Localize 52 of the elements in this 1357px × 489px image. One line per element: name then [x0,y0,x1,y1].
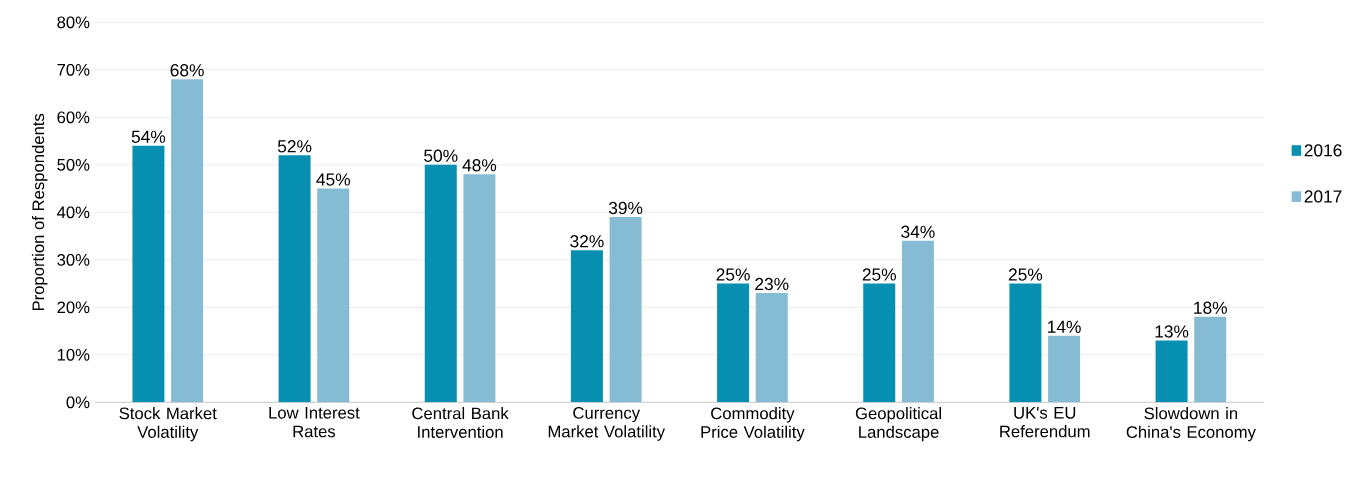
data-label: 18% [1194,301,1227,314]
data-label: 32% [570,235,604,248]
x-tick-label: Geopolitical Landscape [855,407,941,442]
data-label: 68% [170,64,204,77]
data-label: 45% [316,173,350,186]
y-tick-label: 0% [66,396,90,409]
bar [317,188,350,403]
x-tick-label: Slowdown in China's Economy [1126,407,1256,442]
y-tick-label: 30% [57,253,90,266]
bar [717,283,750,403]
bar [463,174,496,403]
bar [1048,335,1081,403]
bar [755,293,788,403]
data-label: 25% [862,268,896,281]
bar [1155,340,1188,403]
y-tick-label: 50% [57,158,90,171]
data-label: 48% [462,159,497,172]
x-tick-label: Central Bank Intervention [412,407,509,438]
bar [863,283,896,403]
data-label: 23% [755,277,789,291]
bar [278,155,311,403]
data-label: 13% [1155,325,1189,338]
y-tick-label: 40% [56,206,90,219]
y-tick-label: 60% [57,111,90,124]
bar [132,145,165,403]
y-tick-label: 70% [57,63,90,76]
data-label: 14% [1048,320,1081,333]
legend-label: 2017 [1304,190,1342,203]
y-tick-label: 20% [57,301,90,314]
x-tick-label: Stock Market Volatility [119,407,217,442]
x-tick-label: Commodity Price Volatility [701,407,805,442]
x-tick-label: Low Interest Rates [269,407,360,438]
data-label: 25% [716,268,750,281]
bar [901,240,934,403]
bar [171,79,204,403]
bar [1194,316,1227,403]
x-tick-label: Currency Market Volatility [548,407,666,441]
data-label: 52% [277,140,312,153]
data-label: 54% [131,130,166,143]
data-label: 50% [424,149,458,162]
y-axis-title: Proportion of Respondents [31,113,48,311]
data-label: 39% [608,201,643,215]
bar [609,217,642,403]
bar [570,250,603,403]
bar [424,164,457,403]
bar [1009,283,1042,403]
y-tick-label: 80% [57,16,90,29]
y-tick-label: 10% [57,348,90,361]
data-label: 25% [1008,268,1043,281]
x-tick-label: UK's EU Referendum [1000,407,1090,438]
legend-label: 2016 [1304,144,1342,157]
data-label: 34% [901,225,935,238]
